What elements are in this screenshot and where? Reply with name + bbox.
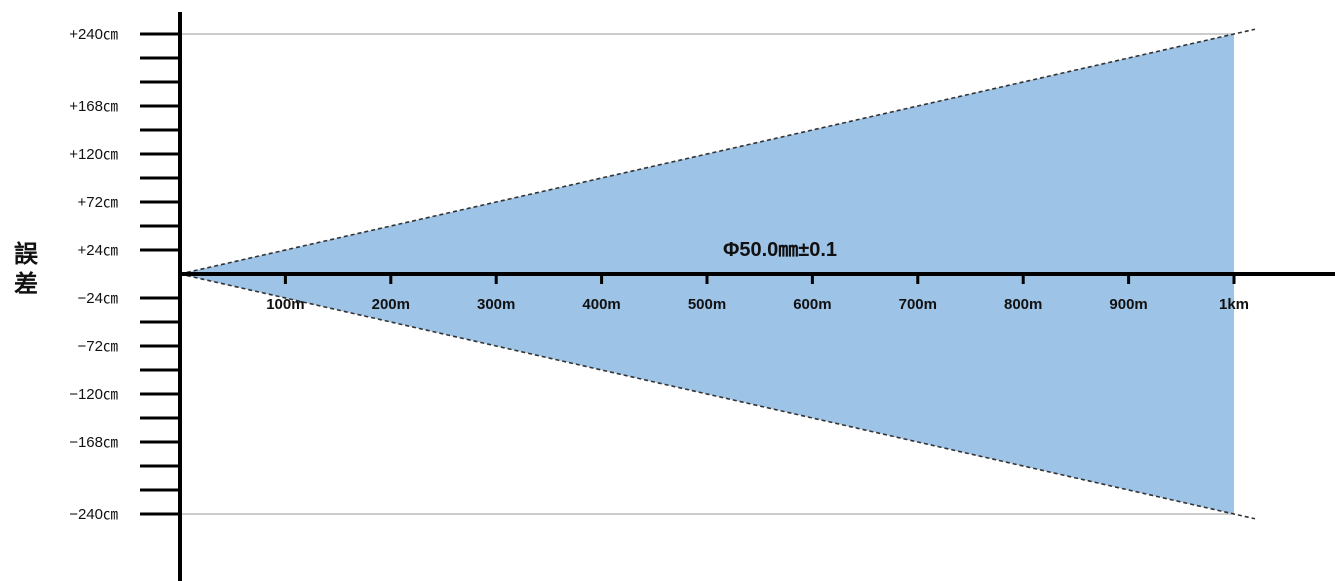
y-axis-label-char: 差 <box>14 270 38 298</box>
y-tick-label: −120㎝ <box>69 386 118 403</box>
diameter-spec-label: Φ50.0㎜±0.1 <box>723 239 837 261</box>
x-tick-label: 900m <box>1109 296 1147 313</box>
lower-bound-line <box>179 273 1256 520</box>
x-tick-label: 300m <box>477 296 515 313</box>
x-tick-label: 600m <box>793 296 831 313</box>
x-axis-ticks: 100m 200m 300m 400m 500m 600m 700m 800m 900m 1km <box>266 274 1249 313</box>
y-axis-label: 誤差 <box>14 240 39 298</box>
y-tick-label: +120㎝ <box>69 146 118 163</box>
y-tick-label: +168㎝ <box>69 98 118 115</box>
x-tick-label: 1km <box>1219 296 1249 313</box>
y-tick-label: −24㎝ <box>78 290 118 307</box>
y-tick-label: −240㎝ <box>69 506 118 523</box>
y-axis-label-char: 誤 <box>14 240 39 268</box>
x-tick-label: 700m <box>899 296 937 313</box>
y-tick-label: −72㎝ <box>78 338 118 355</box>
y-tick-label: +24㎝ <box>78 242 118 259</box>
reference-lines <box>140 33 1234 515</box>
x-tick-label: 800m <box>1004 296 1042 313</box>
y-tick-label: −168㎝ <box>69 434 118 451</box>
y-axis-ticks: +240㎝ +168㎝ +120㎝ +72㎝ +24㎝ −24㎝ −72㎝ −120㎝ −168… <box>69 26 180 523</box>
x-tick-label: 500m <box>688 296 726 313</box>
y-tick-label: +72㎝ <box>78 194 118 211</box>
y-tick-label: +240㎝ <box>69 26 118 43</box>
x-tick-label: 400m <box>582 296 620 313</box>
x-tick-label: 100m <box>266 296 304 313</box>
x-tick-label: 200m <box>372 296 410 313</box>
upper-bound-line <box>179 28 1256 275</box>
